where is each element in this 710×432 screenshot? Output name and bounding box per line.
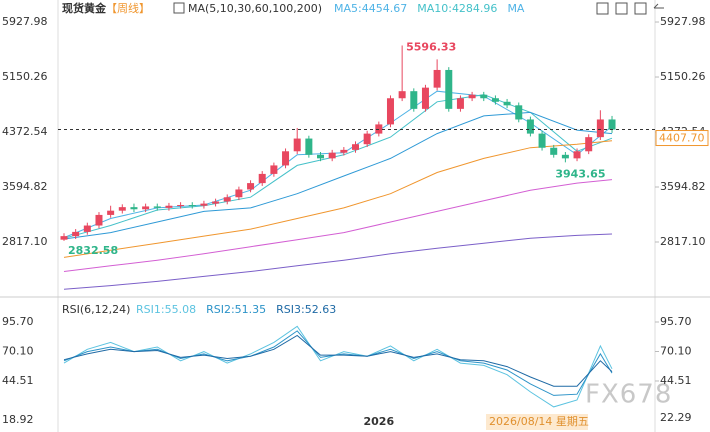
last-price-box: [655, 130, 709, 147]
candle-body: [561, 154, 569, 159]
candle-body: [212, 201, 220, 204]
candle-body: [340, 149, 348, 153]
y-tick-label-right: 44.51: [660, 374, 692, 387]
ma-line: [63, 233, 613, 290]
ma-line: [63, 140, 613, 258]
legend-entry: MA5:4454.67: [334, 2, 407, 15]
candle-body: [60, 236, 68, 240]
candle-body: [491, 98, 499, 102]
candle-body: [386, 98, 394, 125]
candle-body: [107, 210, 115, 215]
corner-label: 18.92: [2, 413, 34, 426]
low-annotation: 2832.58: [68, 244, 118, 257]
y-tick-label: 2817.10: [2, 235, 48, 248]
y-tick-label-right: 5150.26: [660, 70, 706, 83]
y-tick-label: 4372.54: [2, 125, 48, 138]
candle-body: [200, 203, 208, 206]
candle-body: [596, 119, 604, 138]
y-tick-label: 70.10: [2, 344, 34, 357]
candle-body: [83, 225, 91, 232]
high-annotation: 5596.33: [406, 40, 456, 53]
candle-body: [503, 101, 511, 106]
candle-body: [165, 205, 173, 208]
x-tick-label: 2026: [364, 415, 395, 428]
candle-body: [480, 94, 488, 99]
legend-entry: RSI2:51.35: [206, 303, 266, 316]
candle-body: [526, 119, 534, 134]
rsi-line: [63, 334, 613, 387]
corner-label: 22.29: [660, 411, 692, 424]
candle-body: [142, 206, 150, 210]
candle-body: [352, 144, 359, 150]
cursor-label: 2026/08/14 星期五: [489, 415, 589, 428]
indicator-icon[interactable]: [173, 2, 185, 14]
icon[interactable]: [653, 3, 659, 9]
rsi-title: RSI(6,12,24): [62, 303, 130, 316]
legend-entry: MA: [507, 2, 524, 15]
candle-body: [282, 151, 290, 166]
y-tick-label-right: 95.70: [660, 315, 692, 328]
candle-body: [421, 87, 429, 109]
candle-body: [153, 206, 161, 208]
candle-body: [293, 138, 301, 152]
period: 【周线】: [106, 1, 150, 15]
candle-body: [573, 151, 581, 159]
last-price-label: 4407.70: [659, 132, 705, 145]
y-tick-label-right: 2817.10: [660, 235, 706, 248]
legend-entry: MA10:4284.96: [417, 2, 497, 15]
candle-body: [317, 154, 325, 159]
candle-body: [608, 119, 616, 130]
candle-body: [375, 124, 383, 134]
y-tick-label: 3594.82: [2, 180, 48, 193]
candle-body: [247, 183, 255, 190]
y-tick-label: 5150.26: [2, 70, 48, 83]
icon[interactable]: [596, 2, 609, 15]
toolbar-icons[interactable]: [173, 2, 664, 15]
candle-body: [468, 94, 476, 99]
candle-body: [130, 207, 138, 210]
candle-body: [72, 231, 80, 237]
candle-body: [398, 91, 406, 99]
candle-body: [538, 133, 546, 148]
candle-body: [363, 133, 371, 145]
low-annotation: 3943.65: [555, 167, 605, 180]
candle-body: [118, 207, 126, 211]
candle-body: [270, 165, 278, 174]
candle-body: [433, 69, 441, 88]
candle-body: [258, 173, 266, 184]
candle-body: [410, 91, 418, 109]
candle-body: [188, 205, 196, 207]
candle-body: [223, 197, 231, 202]
candle-body: [456, 98, 464, 109]
cursor-label-box: [486, 414, 588, 430]
ma-line: [63, 111, 613, 240]
y-tick-label: 44.51: [2, 374, 34, 387]
y-tick-label-right: 5927.98: [660, 15, 706, 28]
ma-line: [63, 179, 613, 272]
y-tick-label-right: 70.10: [660, 344, 692, 357]
candle-body: [550, 147, 558, 155]
candle-body: [328, 152, 336, 159]
legend-entry: RSI1:55.08: [136, 303, 196, 316]
y-tick-label: 95.70: [2, 315, 34, 328]
y-tick-label: 5927.98: [2, 15, 48, 28]
candle-body: [95, 214, 103, 226]
rsi-line: [63, 325, 613, 408]
candle-body: [177, 205, 185, 207]
indicator: MA(5,10,30,60,100,200): [188, 2, 322, 15]
icon[interactable]: [615, 2, 628, 15]
candle-body: [305, 138, 313, 155]
icon[interactable]: [634, 2, 647, 15]
title: 现货黄金: [62, 1, 107, 15]
watermark: FX678: [585, 380, 672, 410]
rsi-line: [63, 330, 613, 396]
candle-body: [235, 189, 243, 198]
candle-body: [585, 137, 593, 152]
candle-body: [445, 69, 453, 109]
y-tick-label-right: 3594.82: [660, 180, 706, 193]
legend-entry: RSI3:52.63: [276, 303, 336, 316]
candle-body: [515, 105, 523, 120]
